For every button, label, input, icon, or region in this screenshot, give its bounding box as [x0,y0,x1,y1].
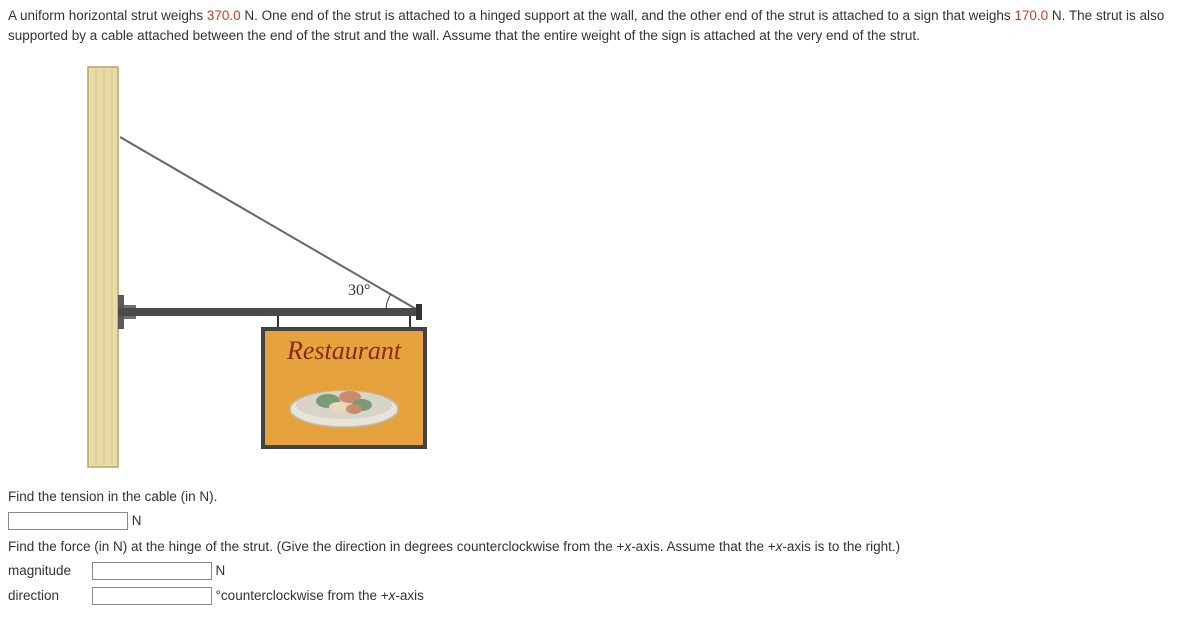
text-segment: -axis [395,588,424,603]
direction-label: direction [8,586,88,606]
figure: 30° Restaurant [68,57,488,477]
wall-post [88,67,118,467]
text-segment: -axis. Assume that the + [631,539,775,554]
strut-end-cap [416,304,422,320]
magnitude-input[interactable] [92,562,212,580]
direction-input[interactable] [92,587,212,605]
text-segment: Find the force (in N) at the hinge of th… [8,539,624,554]
angle-arc [386,294,391,309]
question-hinge-force: Find the force (in N) at the hinge of th… [8,537,1192,606]
q2-prompt: Find the force (in N) at the hinge of th… [8,537,1192,557]
angle-label: 30° [348,282,370,299]
q1-prompt: Find the tension in the cable (in N). [8,487,1192,507]
cable [120,137,416,309]
text-segment: -axis is to the right.) [782,539,900,554]
tension-input[interactable] [8,512,128,530]
text-segment: A uniform horizontal strut weighs [8,8,207,23]
direction-unit: °counterclockwise from the +x-axis [216,588,424,603]
text-segment: °counterclockwise from the + [216,588,389,603]
magnitude-unit: N [216,563,226,578]
question-tension: Find the tension in the cable (in N). N [8,487,1192,532]
magnitude-label: magnitude [8,561,88,581]
tension-unit: N [132,513,142,528]
problem-statement: A uniform horizontal strut weighs 370.0 … [8,6,1192,47]
strut [118,308,420,316]
sign-label: Restaurant [286,336,402,365]
strut-weight-value: 370.0 [207,8,241,23]
text-segment: N. One end of the strut is attached to a… [241,8,1015,23]
sign-weight-value: 170.0 [1014,8,1048,23]
restaurant-sign: Restaurant [263,316,425,447]
